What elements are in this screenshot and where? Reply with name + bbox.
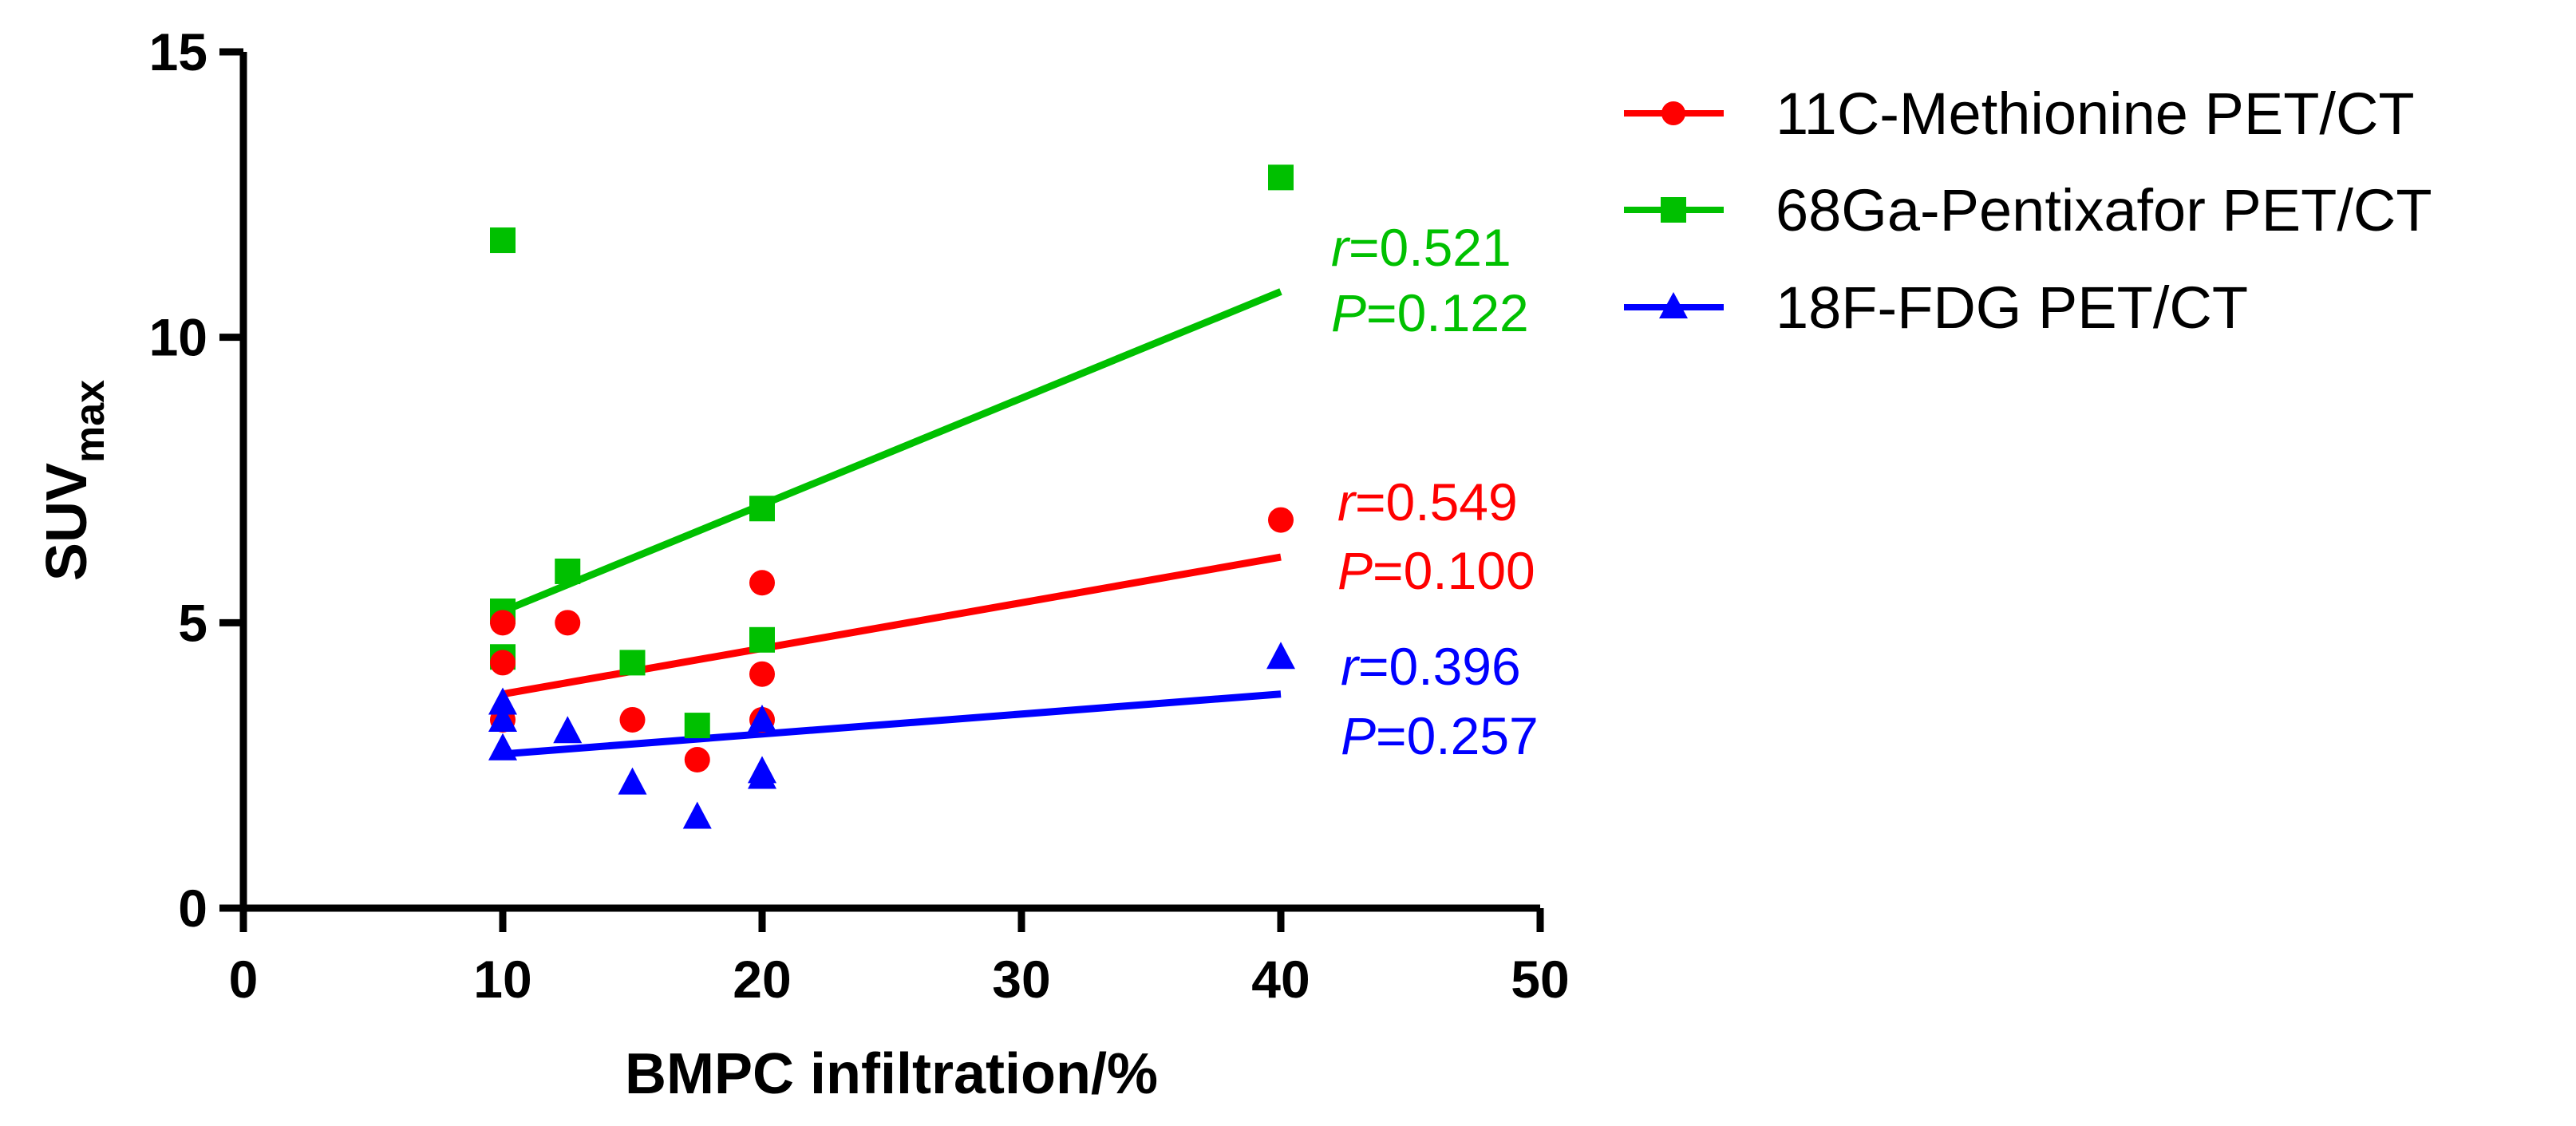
point-pentixafor [490,227,516,254]
point-pentixafor [1268,164,1294,191]
point-fdg [488,733,517,761]
y-axis-title-main: SUV [35,463,99,581]
stat-p-pentixafor: P=0.122 [1331,283,1529,342]
legend-marker-methionine [1661,101,1685,125]
point-pentixafor [555,558,581,584]
point-fdg [553,716,583,744]
y-axis-title-subscript: max [67,380,113,463]
x-tick-label: 50 [1511,950,1569,1009]
data-points [488,164,1295,829]
legend: 11C-Methionine PET/CT 68Ga-Pentixafor PE… [1624,81,2432,341]
point-fdg [1266,642,1295,670]
x-tick-label: 0 [229,950,259,1009]
stat-annotations: r=0.521 P=0.122 r=0.549 P=0.100 r=0.396 … [1331,218,1539,765]
y-tick-label: 0 [178,879,207,938]
x-axis-title: BMPC infiltration/% [625,1042,1158,1106]
point-methionine [619,706,646,733]
point-fdg [748,704,776,732]
point-fdg [748,761,776,789]
regression-lines [501,288,1282,758]
point-methionine [684,747,710,773]
point-methionine [555,610,581,636]
point-methionine [1268,507,1294,533]
legend-marker-fdg [1659,292,1688,318]
point-methionine [749,570,775,596]
point-fdg [488,704,517,732]
legend-item-methionine: 11C-Methionine PET/CT [1624,81,2415,147]
point-fdg [682,801,712,829]
point-methionine [490,610,516,636]
y-tick-label: 10 [149,308,207,367]
legend-marker-pentixafor [1661,197,1686,223]
point-methionine [749,661,775,687]
legend-label-fdg: 18F-FDG PET/CT [1776,275,2248,341]
legend-label-pentixafor: 68Ga-Pentixafor PET/CT [1776,177,2432,243]
x-tick-label: 40 [1251,950,1310,1009]
x-tick-label: 20 [733,950,791,1009]
stat-p-methionine: P=0.100 [1337,541,1535,600]
y-tick-label: 5 [178,593,207,652]
legend-item-pentixafor: 68Ga-Pentixafor PET/CT [1624,177,2432,243]
stat-p-fdg: P=0.257 [1341,706,1539,765]
point-pentixafor [619,650,646,676]
x-tick-label: 10 [473,950,531,1009]
point-pentixafor [684,713,710,739]
y-axis-ticks: 0 5 10 15 [149,22,243,938]
y-axis-title: SUVmax [35,380,113,581]
axes: 0 10 20 30 40 50 0 5 10 15 [149,22,1570,1009]
stat-r-methionine: r=0.549 [1337,472,1518,531]
stat-r-pentixafor: r=0.521 [1331,218,1511,277]
fit-line-fdg [502,690,1282,758]
fit-line-pentixafor [501,288,1282,615]
legend-label-methionine: 11C-Methionine PET/CT [1776,81,2415,147]
fit-line-methionine [502,553,1282,698]
x-axis-ticks: 0 10 20 30 40 50 [229,908,1570,1009]
point-fdg [618,767,647,795]
y-tick-label: 15 [149,22,207,81]
point-methionine [490,650,516,676]
point-pentixafor [749,626,775,653]
legend-item-fdg: 18F-FDG PET/CT [1624,275,2248,341]
stat-r-fdg: r=0.396 [1341,637,1521,696]
point-pentixafor [749,496,775,522]
point-fdg [488,687,517,715]
x-tick-label: 30 [992,950,1050,1009]
